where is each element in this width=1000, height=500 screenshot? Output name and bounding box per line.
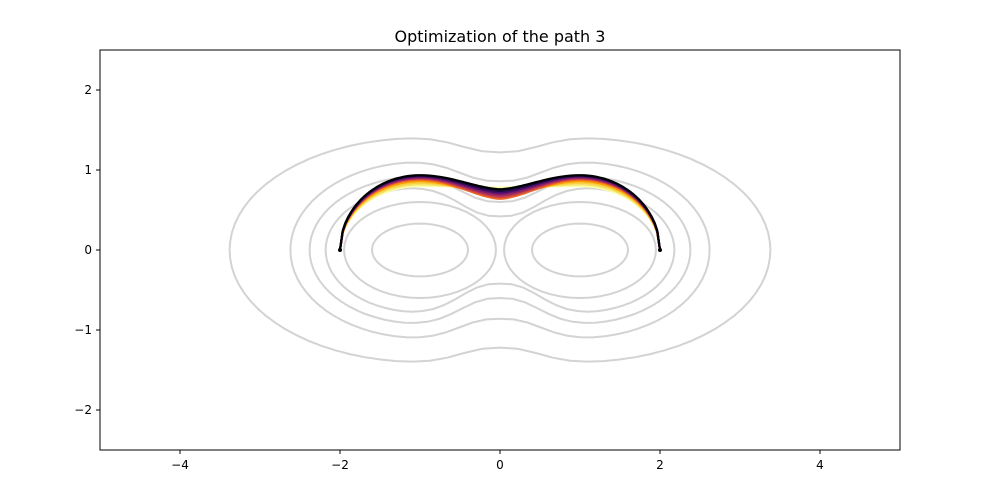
contour-group (228, 137, 772, 363)
path-series-line (338, 184, 662, 251)
y-axis-ticks: −2 −1 0 1 2 (74, 83, 100, 417)
contour-line (324, 187, 676, 313)
x-tick-label: −2 (331, 458, 349, 472)
endpoint-group (338, 248, 662, 252)
path-series-line (338, 174, 662, 251)
y-tick-label: −1 (74, 323, 92, 337)
y-tick-label: 1 (84, 163, 92, 177)
plot-area (99, 49, 901, 451)
path-series-group (338, 174, 662, 251)
x-tick-label: 4 (816, 458, 824, 472)
chart-title: Optimization of the path 3 (395, 27, 606, 46)
x-tick-label: 2 (656, 458, 664, 472)
x-axis-ticks: −4 −2 0 2 4 (171, 450, 824, 472)
contour-line (228, 137, 772, 363)
y-tick-label: 0 (84, 243, 92, 257)
endpoint-marker (658, 248, 662, 252)
contour-line (342, 200, 498, 300)
x-tick-label: 0 (496, 458, 504, 472)
contour-line (502, 200, 658, 300)
contour-line (289, 161, 711, 339)
endpoint-marker (338, 248, 342, 252)
y-tick-label: −2 (74, 403, 92, 417)
contour-line (370, 222, 470, 278)
contour-line (530, 222, 630, 278)
x-tick-label: −4 (171, 458, 189, 472)
y-tick-label: 2 (84, 83, 92, 97)
